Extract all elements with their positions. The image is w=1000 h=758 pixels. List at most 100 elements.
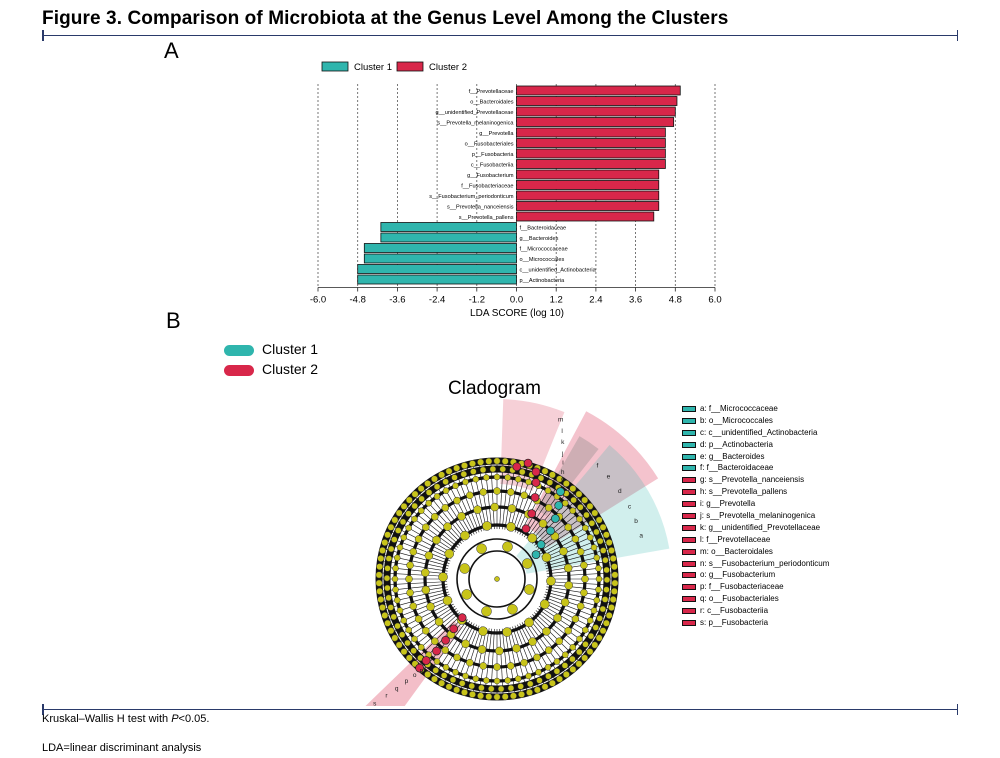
taxon-node [514, 475, 522, 483]
x-tick-label: -1.2 [469, 295, 485, 306]
taxon-node [504, 474, 511, 481]
taxon-node [405, 575, 413, 583]
taxon-node [507, 662, 515, 670]
taxon-node [602, 531, 610, 539]
tree-branch [509, 463, 529, 531]
lda-bar-label: s__Prevotella_pallens [459, 215, 514, 221]
taxon-node [509, 692, 517, 700]
tree-branch [377, 581, 448, 586]
lda-x-axis: -6.0 -4.8 -3.6 -2.4 -1.2 0.0 1.2 2.4 3.6 4.8 6.0 [310, 287, 722, 306]
taxon-node [461, 688, 468, 696]
taxon-node [583, 511, 590, 519]
tree-branch [453, 466, 480, 533]
cladogram-legend-cluster2: Cluster 2 [224, 361, 318, 377]
tree-branch [535, 610, 591, 655]
bottom-divider [42, 704, 958, 715]
cladogram-key-label: s: p__Fusobacteria [700, 618, 769, 628]
taxon-node [414, 535, 423, 543]
cladogram-key-item: b: o__Micrococcales [682, 415, 829, 427]
taxon-node [462, 478, 469, 486]
taxon-node [411, 515, 418, 523]
cladogram-key-item: l: f__Prevotellaceae [682, 534, 829, 546]
cladogram-key-item: o: g__Fusobacterium [682, 569, 829, 581]
taxon-node [458, 680, 466, 687]
taxon-node [603, 586, 610, 593]
taxon-node [588, 520, 596, 527]
taxon-node [391, 634, 399, 642]
taxon-node [544, 646, 553, 654]
clade-letter-label: i [562, 460, 563, 467]
cladogram-key-item: n: s__Fusobacterium_periodonticum [682, 558, 829, 570]
taxon-node [541, 552, 552, 563]
taxon-node [595, 516, 603, 524]
taxon-node [396, 607, 404, 614]
taxon-node [556, 675, 563, 683]
taxon-node [438, 679, 446, 687]
taxon-node [501, 693, 509, 701]
cladogram-key-label: p: f__Fusobacteriaceae [700, 582, 784, 592]
taxon-node [417, 507, 425, 514]
taxon-node [395, 527, 402, 534]
taxon-node [553, 613, 562, 623]
taxon-node [400, 502, 408, 510]
taxon-node [596, 615, 603, 622]
taxon-node [391, 575, 399, 583]
taxon-node [569, 485, 577, 493]
taxon-node [590, 544, 598, 551]
lda-bar-label: c__Fusobacteriia [471, 163, 514, 169]
panel-a-label: A [164, 38, 179, 63]
legend-label-cluster2: Cluster 2 [429, 62, 467, 73]
tree-branch [396, 605, 456, 645]
taxon-node [459, 563, 470, 574]
cladogram-key-label: k: g__unidentified_Prevotellaceae [700, 522, 821, 532]
taxon-node [539, 599, 550, 609]
taxon-node [507, 684, 515, 692]
taxon-node [478, 626, 488, 636]
taxon-node [569, 644, 577, 651]
taxon-node [414, 615, 423, 623]
legend-swatch-cluster2 [396, 61, 424, 72]
taxon-node [376, 563, 384, 571]
taxon-node [564, 581, 573, 590]
footnote-test-prefix: Kruskal–Wallis H test with [42, 713, 172, 725]
taxon-node [538, 519, 548, 528]
taxon-node [586, 502, 594, 510]
tree-branch [403, 610, 459, 655]
cladogram-key-item: f: f__Bacteroidaceae [682, 462, 829, 474]
taxon-node [489, 465, 497, 473]
taxon-node [542, 627, 551, 636]
taxon-node [406, 589, 414, 597]
taxon-node [453, 686, 461, 694]
taxon-node [495, 646, 504, 656]
footnote-lda: LDA=linear discriminant analysis [42, 742, 202, 754]
taxon-node [485, 693, 493, 701]
tree-branch [538, 605, 598, 645]
taxon-node [520, 491, 528, 500]
taxon-node [472, 475, 480, 483]
taxon-node [431, 675, 438, 683]
tree-branch [396, 513, 456, 553]
cluster2-node [521, 524, 531, 534]
taxon-node [587, 632, 595, 640]
taxon-node [569, 665, 577, 673]
clade-letter-label: c [628, 504, 632, 511]
taxon-node [424, 551, 434, 560]
taxon-node [562, 480, 570, 487]
taxon-node [487, 685, 495, 693]
footnote-test-suffix: <0.05. [178, 713, 210, 725]
lda-bar [380, 232, 517, 243]
taxon-node [576, 648, 583, 656]
taxon-node [535, 668, 542, 676]
taxon-node [545, 673, 552, 680]
tree-branch [379, 589, 449, 605]
taxon-node [433, 483, 441, 490]
taxon-node [576, 515, 583, 523]
taxon-node [599, 627, 607, 635]
taxon-node [469, 460, 476, 468]
lda-bar-label: f__Fusobacteriaceae [461, 184, 513, 190]
lda-bar-label: g__unidentified_Prevotellaceae [435, 110, 513, 116]
cluster2-node [527, 509, 537, 519]
taxon-node [442, 664, 450, 671]
taxon-node [592, 624, 599, 631]
taxon-node [608, 604, 615, 611]
